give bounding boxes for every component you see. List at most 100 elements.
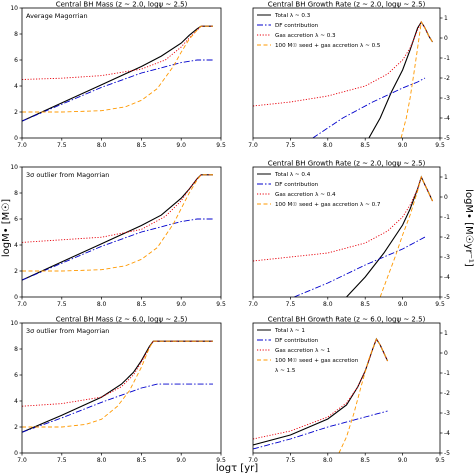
series-group: [253, 175, 433, 297]
y-tick-label: 0: [444, 35, 448, 42]
x-tick-label: 9.5: [216, 301, 226, 308]
x-tick-label: 7.5: [286, 142, 296, 149]
y-tick-label: -5: [444, 450, 450, 457]
x-tick-label: 7.0: [17, 301, 27, 308]
series-line-gas: [22, 174, 213, 243]
series-line-seed: [338, 337, 389, 453]
x-tick-label: 9.0: [176, 457, 186, 464]
panel-title: Central BH Mass (z ~ 6.0, logψ ~ 2.5): [56, 316, 188, 324]
legend-label: λ ~ 1.5: [275, 368, 296, 374]
y-axis-label-right: logṀ• [M☉yr⁻¹]: [463, 189, 474, 267]
y-tick-label: -2: [444, 390, 450, 397]
series-line-gas: [22, 340, 213, 407]
plot-frame: [21, 166, 222, 298]
y-tick-label: -3: [444, 95, 450, 102]
series-line-total: [368, 20, 433, 138]
plot-frame: [252, 322, 441, 454]
x-tick-label: 8.0: [97, 142, 107, 149]
y-tick-label: 6: [14, 372, 18, 379]
series-line-df: [22, 218, 213, 281]
legend-label: 100 M☉ seed + gas accretion: [275, 358, 359, 364]
x-tick-label: 9.5: [216, 142, 226, 149]
y-tick-label: -1: [444, 370, 450, 377]
y-tick-label: 1: [444, 330, 448, 337]
y-tick-label: 4: [14, 83, 18, 90]
series-line-total: [22, 174, 213, 281]
legend-label: Gas accretion λ ~ 0.3: [275, 33, 336, 39]
series-line-seed: [22, 25, 213, 113]
legend: Total λ ~ 0.4 DF contribution Gas accretio…: [257, 172, 381, 208]
legend-label: DF contribution: [275, 182, 319, 188]
panel-2: Central BH Growth Rate (z ~ 2.0, logψ ~ …: [248, 1, 450, 150]
series-line-seed: [22, 340, 213, 428]
y-tick-label: 8: [14, 31, 18, 38]
x-tick-label: 9.0: [176, 142, 186, 149]
y-tick-label: -2: [444, 234, 450, 241]
legend-label: Gas accretion λ ~ 1: [275, 348, 331, 354]
x-tick-label: 8.5: [360, 301, 370, 308]
y-tick-label: -3: [444, 254, 450, 261]
plot-frame: [252, 7, 441, 139]
series-group: [22, 174, 213, 281]
series-line-total: [22, 25, 213, 122]
panel-annotation: 3σ outlier from Magorrian: [26, 171, 109, 179]
legend-label: 100 M☉ seed + gas accretion λ ~ 0.7: [275, 202, 381, 208]
legend: Total λ ~ 0.3 DF contribution Gas accretio…: [257, 13, 381, 49]
x-tick-label: 8.5: [137, 301, 147, 308]
y-tick-label: 6: [14, 216, 18, 223]
x-tick-label: 9.5: [216, 457, 226, 464]
y-tick-label: 4: [14, 398, 18, 405]
y-tick-label: 6: [14, 57, 18, 64]
panel-title: Central BH Mass (z ~ 2.0, logψ ~ 2.5): [56, 1, 188, 9]
x-tick-label: 8.0: [323, 142, 333, 149]
y-tick-label: 2: [14, 268, 18, 275]
x-tick-label: 8.0: [323, 301, 333, 308]
series-line-df: [312, 77, 426, 138]
plot-frame: [21, 322, 222, 454]
legend-label: Total λ ~ 0.3: [274, 13, 311, 19]
y-tick-label: 10: [10, 164, 18, 171]
y-tick-label: 0: [14, 294, 18, 301]
x-tick-label: 7.0: [248, 142, 258, 149]
x-tick-label: 8.5: [137, 142, 147, 149]
x-tick-label: 7.5: [286, 301, 296, 308]
panel-title: Central BH Growth Rate (z ~ 2.0, logψ ~ …: [268, 160, 426, 168]
x-tick-label: 7.0: [248, 301, 258, 308]
series-line-seed: [400, 20, 433, 138]
legend: Total λ ~ 1 DF contribution Gas accretion …: [257, 328, 359, 374]
x-tick-label: 7.0: [17, 142, 27, 149]
y-tick-label: 1: [444, 15, 448, 22]
y-tick-label: 10: [10, 5, 18, 12]
x-tick-label: 8.5: [360, 457, 370, 464]
x-tick-label: 8.0: [97, 301, 107, 308]
y-tick-label: 10: [10, 320, 18, 327]
x-tick-label: 8.5: [137, 457, 147, 464]
series-line-gas: [22, 25, 213, 80]
y-tick-label: 0: [444, 194, 448, 201]
y-tick-label: -5: [444, 294, 450, 301]
x-tick-label: 9.0: [398, 301, 408, 308]
legend-label: DF contribution: [275, 23, 319, 29]
x-tick-label: 7.5: [57, 142, 67, 149]
panel-3: 7.0 7.5 8.0 8.5 9.0 9.5 0 2 4 6 8 10 3σ outlier from…: [10, 164, 226, 308]
y-tick-label: 1: [444, 174, 448, 181]
series-group: [22, 340, 213, 433]
panel-annotation: 3σ outlier from Magorrian: [26, 327, 109, 335]
x-tick-label: 9.5: [435, 142, 445, 149]
panels: Central BH Mass (z ~ 2.0, logψ ~ 2.5) 7.0…: [10, 1, 450, 465]
series-line-total: [22, 340, 213, 433]
series-line-seed: [379, 175, 433, 297]
series-line-df: [293, 236, 426, 297]
y-tick-label: 8: [14, 346, 18, 353]
panel-5: Central BH Mass (z ~ 6.0, logψ ~ 2.5) 7.0…: [10, 316, 226, 465]
y-tick-label: -4: [444, 430, 450, 437]
y-tick-label: -4: [444, 274, 450, 281]
x-tick-label: 8.0: [323, 457, 333, 464]
series-line-total: [346, 175, 433, 297]
legend-label: Total λ ~ 1: [274, 328, 305, 334]
series-line-df: [253, 410, 388, 450]
legend-label: 100 M☉ seed + gas accretion λ ~ 0.5: [275, 43, 381, 49]
x-tick-label: 9.0: [398, 457, 408, 464]
series-group: [22, 25, 213, 122]
x-tick-label: 7.5: [57, 301, 67, 308]
